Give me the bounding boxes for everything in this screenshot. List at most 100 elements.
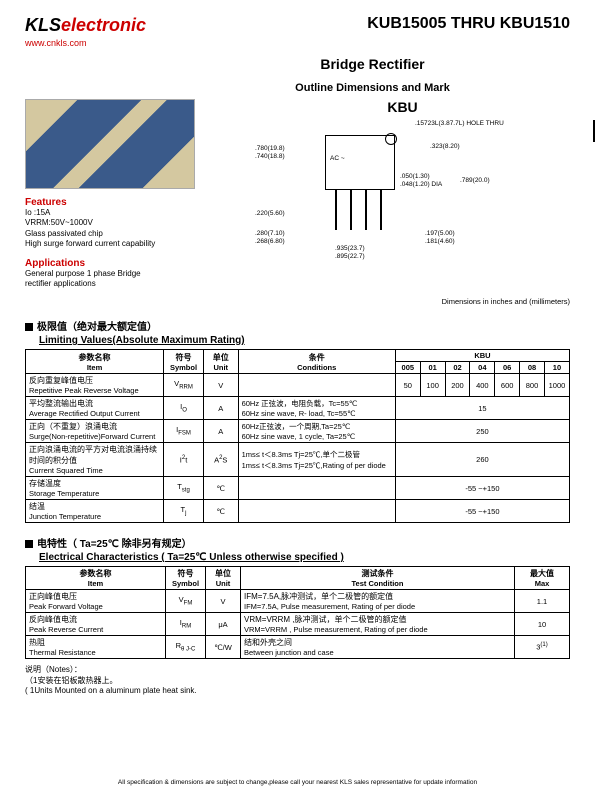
t1-row4: 存储温度Storage Temperature Tstg ℃ -55 ~+150 <box>26 477 570 500</box>
dim-d8: .280(7.10) <box>255 230 285 237</box>
kbu-02: 02 <box>445 362 470 374</box>
t1-r3-cond: 1ms≤ t＜8.3ms Tj=25℃,单个二极管 1ms≤ t＜8.3ms T… <box>238 443 395 477</box>
app-0: General purpose 1 phase Bridge <box>25 269 225 279</box>
t2-r0-max: 1.1 <box>515 590 570 613</box>
t1-h-unit: 单位Unit <box>203 350 238 374</box>
sec2-title: Electrical Characteristics ( Ta=25℃ Unle… <box>39 552 570 563</box>
t1-h-sym: 符号Symbol <box>164 350 204 374</box>
t1-h-kbu: KBU <box>395 350 569 362</box>
sec1-title: Limiting Values(Absolute Maximum Rating) <box>39 335 570 346</box>
t1-r0-cond <box>238 374 395 397</box>
kbu-04: 04 <box>470 362 495 374</box>
mid-row: Features Io :15A VRRM:50V~1000V Glass pa… <box>25 99 570 306</box>
dim-d13: .895(22.7) <box>335 253 365 260</box>
t2-row1: 反向峰值电流Peak Reverse Current IRM μA VRM=VR… <box>26 613 570 636</box>
t1-row5: 结温Junction Temperature Tj ℃ -55 ~+150 <box>26 500 570 523</box>
t1-row2: 正向（不重复）浪涌电流Surge(Non-repetitive)Forward … <box>26 420 570 443</box>
t1-r0-v0: 50 <box>395 374 420 397</box>
t1-r4-cond <box>238 477 395 500</box>
feature-0: Io :15A <box>25 208 225 218</box>
feature-2: Glass passivated chip <box>25 229 225 239</box>
t1-r4-val: -55 ~+150 <box>395 477 569 500</box>
t1-r2-cond: 60Hz正弦波，一个周期,Ta=25℃ 60Hz sine wave, 1 cy… <box>238 420 395 443</box>
t2-r0-unit: V <box>206 590 241 613</box>
t1-r0-sym: VRRM <box>164 374 204 397</box>
t2-row2: 热阻Thermal Resistance Rθ J-C ℃/W 结和外壳之间Be… <box>26 636 570 659</box>
t1-r3-sym: I2t <box>164 443 204 477</box>
t2-h-unit: 单位Unit <box>206 567 241 590</box>
t2-r1-item: 反向峰值电流Peak Reverse Current <box>26 613 166 636</box>
dim-d7: .220(5.60) <box>255 210 285 217</box>
t2-r2-cond: 结和外壳之间Between junction and case <box>241 636 515 659</box>
kbu-005: 005 <box>395 362 420 374</box>
t2-r1-cond: VRM=VRRM ,脉冲测试，单个二极管的额定值VRM=VRRM , Pulse… <box>241 613 515 636</box>
t2-r1-unit: μA <box>206 613 241 636</box>
pkg-body <box>325 135 395 190</box>
t2-r1-sym: IRM <box>166 613 206 636</box>
app-1: rectifier applications <box>25 279 225 289</box>
t1-r1-val: 15 <box>395 397 569 420</box>
note-1: ( 1Units Mounted on a aluminum plate hea… <box>25 686 570 695</box>
t1-r0-v4: 600 <box>495 374 520 397</box>
lead-3 <box>365 190 367 230</box>
t1-r2-val: 250 <box>395 420 569 443</box>
dim-d2: .740(18.8) <box>255 153 285 160</box>
dim-d4: .050(1.30) <box>400 173 430 180</box>
diagram-column: KBU .15723L(3.87.7L) HOLE THRU .780(19.8… <box>235 99 570 306</box>
t2-r1-max: 10 <box>515 613 570 636</box>
t1-h-cond: 条件Conditions <box>238 350 395 374</box>
feature-1: VRRM:50V~1000V <box>25 218 225 228</box>
t2-r2-max: 3(1) <box>515 636 570 659</box>
t2-r0-sym: VFM <box>166 590 206 613</box>
t1-r5-val: -55 ~+150 <box>395 500 569 523</box>
t1-r5-sym: Tj <box>164 500 204 523</box>
t1-r4-sym: Tstg <box>164 477 204 500</box>
features-heading: Features <box>25 197 225 208</box>
notes-h: 说明（Notes）： <box>25 664 570 675</box>
dim-hole: .15723L(3.87.7L) HOLE THRU <box>415 120 504 127</box>
t2-row0: 正向峰值电压Peak Forward Voltage VFM V IFM=7.5… <box>26 590 570 613</box>
t1-hrow1: 参数名称Item 符号Symbol 单位Unit 条件Conditions KB… <box>26 350 570 362</box>
t2-r2-unit: ℃/W <box>206 636 241 659</box>
t1-r0-v3: 400 <box>470 374 495 397</box>
t1-r4-item: 存储温度Storage Temperature <box>26 477 164 500</box>
t1-r5-cond <box>238 500 395 523</box>
lead-2 <box>350 190 352 230</box>
dim-d12: .935(23.7) <box>335 245 365 252</box>
t1-r3-val: 260 <box>395 443 569 477</box>
footer: All specification & dimensions are subje… <box>0 779 595 786</box>
logo-electronic: electronic <box>61 15 146 35</box>
t1-r1-unit: A <box>203 397 238 420</box>
outline-title: Outline Dimensions and Mark <box>175 82 570 94</box>
t1-r5-item: 结温Junction Temperature <box>26 500 164 523</box>
electrical-table: 参数名称Item 符号Symbol 单位Unit 测试条件Test Condit… <box>25 566 570 659</box>
kbu-01: 01 <box>420 362 445 374</box>
product-photo <box>25 99 195 189</box>
dim-d1: .780(19.8) <box>255 145 285 152</box>
t1-row1: 平均整流输出电流Average Rectified Output Current… <box>26 397 570 420</box>
package-diagram: .15723L(3.87.7L) HOLE THRU .780(19.8) .7… <box>235 115 570 295</box>
dim-d9: .268(6.80) <box>255 238 285 245</box>
subtitle: Bridge Rectifier <box>175 56 570 72</box>
t1-r1-item: 平均整流输出电流Average Rectified Output Current <box>26 397 164 420</box>
t2-r2-item: 热阻Thermal Resistance <box>26 636 166 659</box>
logo-area: KLSelectronic www.cnkls.com <box>25 15 146 48</box>
t1-r3-unit: A2S <box>203 443 238 477</box>
url: www.cnkls.com <box>25 38 146 48</box>
sec1-heading: 极限值（绝对最大额定值） <box>25 318 570 333</box>
t2-h-max: 最大值Max <box>515 567 570 590</box>
kbu-06: 06 <box>495 362 520 374</box>
lead-1 <box>335 190 337 230</box>
t2-h-item: 参数名称Item <box>26 567 166 590</box>
feature-3: High surge forward current capability <box>25 239 225 249</box>
t1-r2-item: 正向（不重复）浪涌电流Surge(Non-repetitive)Forward … <box>26 420 164 443</box>
left-column: Features Io :15A VRRM:50V~1000V Glass pa… <box>25 99 225 306</box>
t1-r1-cond: 60Hz 正弦波，电阻负载，Tc=55℃ 60Hz sine wave, R- … <box>238 397 395 420</box>
t1-r0-item: 反向重复峰值电压Repetitive Peak Reverse Voltage <box>26 374 164 397</box>
t1-r2-unit: A <box>203 420 238 443</box>
header: KLSelectronic www.cnkls.com KUB15005 THR… <box>25 15 570 48</box>
t1-r0-v1: 100 <box>420 374 445 397</box>
ac-mark: AC ~ <box>330 155 345 162</box>
dim-note: Dimensions in inches and (millimeters) <box>235 297 570 306</box>
t2-r0-cond: IFM=7.5A,脉冲测试，单个二极管的额定值IFM=7.5A, Pulse m… <box>241 590 515 613</box>
